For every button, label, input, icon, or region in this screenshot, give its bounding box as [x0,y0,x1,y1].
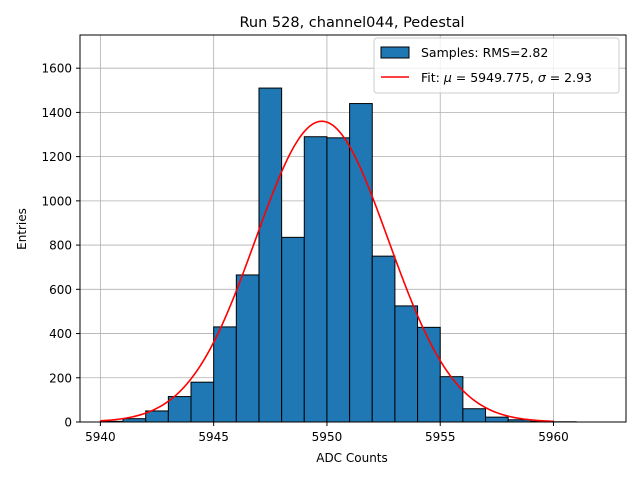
x-tick-label: 5960 [538,430,569,444]
fit-curve-layer [100,120,554,423]
axes-frame [79,34,627,423]
legend-fit-label: Fit: μ = 5949.775, σ = 2.93 [421,70,592,85]
x-tick-label: 5955 [425,430,456,444]
legend-fit-mu-symbol: μ [443,70,452,85]
histogram-bar [303,136,328,423]
histogram-bar [371,255,396,423]
legend: Samples: RMS=2.82 Fit: μ = 5949.775, σ =… [373,37,620,94]
gaussian-fit-line [100,120,554,423]
y-tick-label: 1000 [41,194,72,208]
histogram-bar [235,274,260,423]
y-tick-label: 0 [64,416,72,430]
histogram-bar [394,305,419,423]
x-axis-label: ADC Counts [316,451,388,465]
histogram-bar [326,137,351,423]
histogram-bar [281,236,305,423]
x-tick-label: 5945 [198,430,229,444]
legend-frame [373,37,620,94]
y-tick-label: 1400 [41,106,72,120]
legend-fit-sigma-value: = 2.93 [546,70,592,85]
histogram-bar [439,376,464,423]
y-tick-label: 1200 [41,150,72,164]
y-axis-label: Entries [15,208,29,250]
x-tick-label: 5940 [85,430,116,444]
y-tick-label: 600 [49,283,72,297]
histogram-bar [190,381,215,423]
histogram-bar [485,416,509,423]
histogram-bar [167,396,192,423]
y-tick-label: 400 [49,327,72,341]
legend-samples-swatch [380,46,410,59]
legend-samples-label: Samples: RMS=2.82 [421,45,548,60]
y-tick-label: 200 [49,371,72,385]
x-tick-label: 5950 [312,430,343,444]
legend-fit-mu-value: = 5949.775, [452,70,538,85]
x-axis-ticks: 5940 5945 5950 5955 5960 [85,422,569,444]
legend-fit-sigma-symbol: σ [538,70,547,85]
chart-title: Run 528, channel044, Pedestal [239,15,464,31]
y-tick-label: 1600 [41,62,72,76]
y-tick-label: 800 [49,239,72,253]
y-axis-ticks: 0 200 400 600 800 1000 1200 1400 1600 [41,62,80,430]
histogram-bar [213,326,237,423]
histogram-bar [462,408,487,423]
histogram-bar [258,87,283,423]
plot-frame [79,34,627,423]
legend-fit-prefix: Fit: [421,70,444,85]
